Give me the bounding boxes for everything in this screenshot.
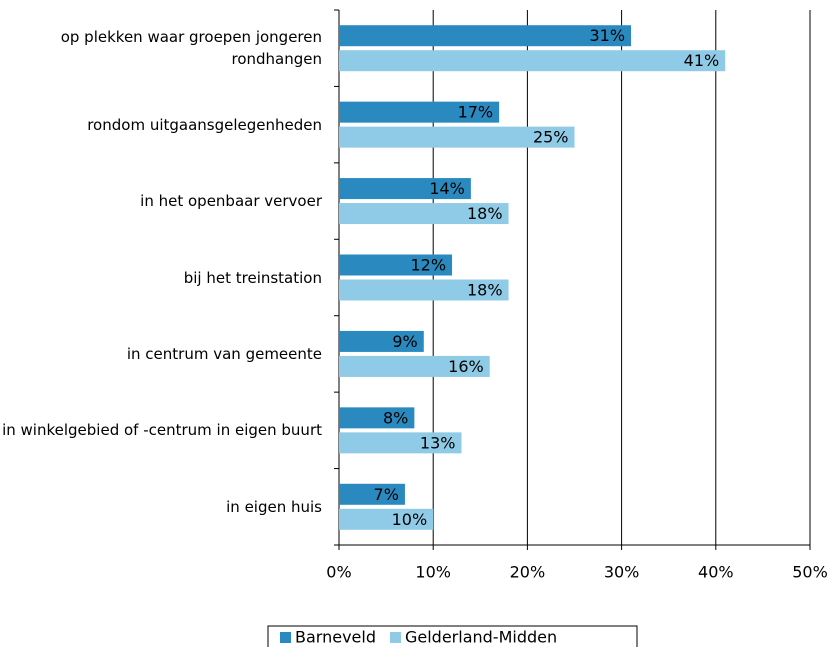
y-tick-text: in het openbaar vervoer xyxy=(140,192,322,211)
y-tick-label: in eigen huis xyxy=(0,477,322,537)
y-tick-text: rondom uitgaansgelegenheden xyxy=(87,115,322,134)
y-tick-label: in winkelgebied of -centrum in eigen buu… xyxy=(0,400,322,460)
y-tick-text: in winkelgebied of -centrum in eigen buu… xyxy=(2,421,322,440)
bar xyxy=(339,483,405,505)
y-tick-label: in het openbaar vervoer xyxy=(0,171,322,231)
y-tick-label: op plekken waar groepen jongeren rondhan… xyxy=(0,18,322,78)
legend-swatch xyxy=(280,632,291,643)
data-label: 41% xyxy=(684,51,720,70)
x-tick-label: 0% xyxy=(326,563,351,582)
bar xyxy=(339,50,726,72)
bar xyxy=(339,25,632,47)
bar xyxy=(339,101,500,123)
data-label: 13% xyxy=(420,433,456,452)
legend-swatch xyxy=(389,632,401,643)
data-label: 16% xyxy=(448,357,484,376)
x-tick-label: 10% xyxy=(415,563,451,582)
data-label: 8% xyxy=(383,408,408,427)
data-label: 17% xyxy=(458,103,494,122)
x-tick-label: 30% xyxy=(604,563,640,582)
data-label: 25% xyxy=(533,128,569,147)
x-tick-label: 20% xyxy=(510,563,546,582)
y-tick-label: rondom uitgaansgelegenheden xyxy=(0,95,322,155)
legend-label: Gelderland-Midden xyxy=(405,628,557,647)
data-label: 10% xyxy=(392,510,428,529)
bar xyxy=(339,126,575,148)
x-tick-label: 40% xyxy=(698,563,734,582)
bar xyxy=(339,203,509,225)
legend-box xyxy=(267,625,638,647)
bar xyxy=(339,279,509,301)
y-tick-text: in eigen huis xyxy=(226,497,322,516)
data-label: 9% xyxy=(392,332,417,351)
legend: Barneveld Gelderland-Midden xyxy=(267,625,638,647)
y-tick-label: in centrum van gemeente xyxy=(0,324,322,384)
bar xyxy=(339,330,424,352)
y-tick-text: op plekken waar groepen jongeren rondhan… xyxy=(60,28,322,69)
bar xyxy=(339,407,415,429)
bar xyxy=(339,178,471,200)
data-label: 18% xyxy=(467,281,503,300)
legend-label: Barneveld xyxy=(295,628,376,647)
bar xyxy=(339,254,453,276)
bar xyxy=(339,508,434,530)
x-tick-label: 50% xyxy=(792,563,828,582)
data-label: 7% xyxy=(374,485,399,504)
bar xyxy=(339,432,462,454)
data-label: 12% xyxy=(410,256,446,275)
bar xyxy=(339,355,490,377)
y-tick-text: in centrum van gemeente xyxy=(126,344,322,363)
data-label: 31% xyxy=(589,26,625,45)
y-tick-label: bij het treinstation xyxy=(0,248,322,308)
data-label: 18% xyxy=(467,204,503,223)
data-label: 14% xyxy=(429,179,465,198)
y-tick-text: bij het treinstation xyxy=(183,268,322,287)
